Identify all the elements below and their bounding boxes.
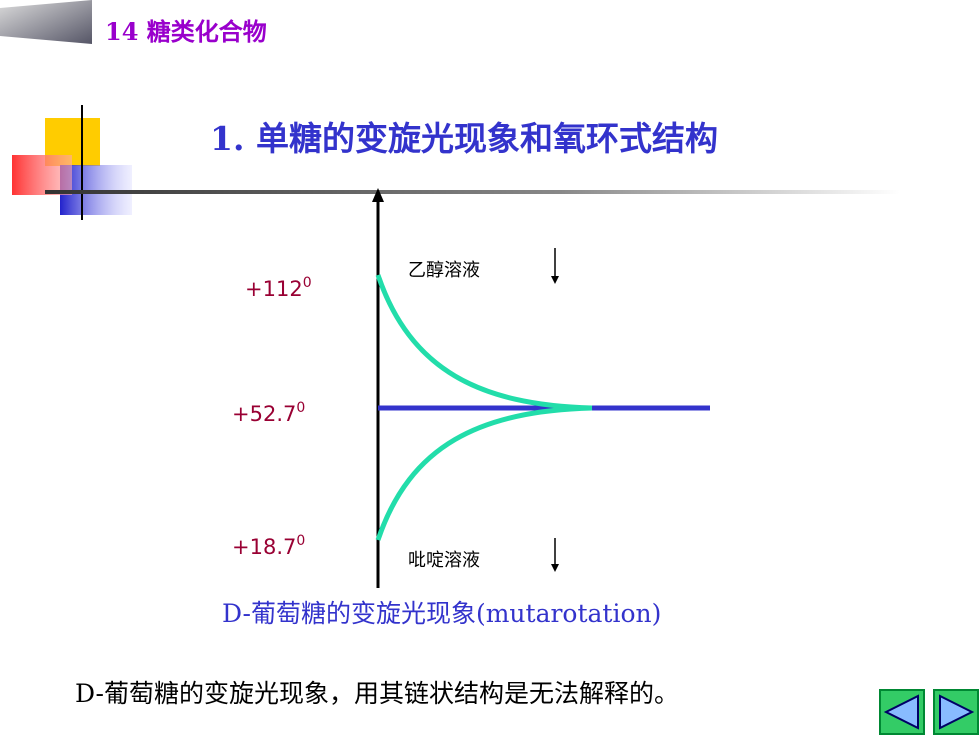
beta-curve [375, 405, 593, 541]
conclusion: D-葡萄糖的变旋光现象，用其链状结构是无法解释的。 [75, 679, 679, 708]
next-button[interactable] [933, 689, 979, 735]
level-sup: 0 [303, 275, 312, 291]
level-sup: 0 [296, 533, 305, 549]
alpha-curve [375, 274, 593, 411]
title-rule [45, 190, 900, 194]
solvent-label: 吡啶溶液 [408, 550, 480, 571]
axis-arrow [372, 188, 384, 202]
level-value: +52.7 [232, 402, 296, 426]
diagram-caption: D-葡萄糖的变旋光现象(mutarotation) [222, 599, 661, 628]
header-icon [0, 0, 92, 44]
solvent-arrowhead [551, 276, 559, 284]
slide-title: 1. 单糖的变旋光现象和氧环式结构 [210, 119, 718, 158]
level-value: +112 [245, 277, 303, 301]
solvent-arrowhead [551, 564, 559, 572]
solvent-label: 乙醇溶液 [408, 260, 480, 281]
level-value: +18.7 [232, 535, 296, 559]
level-label: +52.70 [232, 400, 305, 426]
level-sup: 0 [296, 400, 305, 416]
prev-button[interactable] [879, 689, 925, 735]
chapter-title: 14 糖类化合物 [105, 17, 267, 46]
level-label: +18.70 [232, 533, 305, 559]
level-label: +1120 [245, 275, 312, 301]
decor-red [12, 155, 72, 195]
